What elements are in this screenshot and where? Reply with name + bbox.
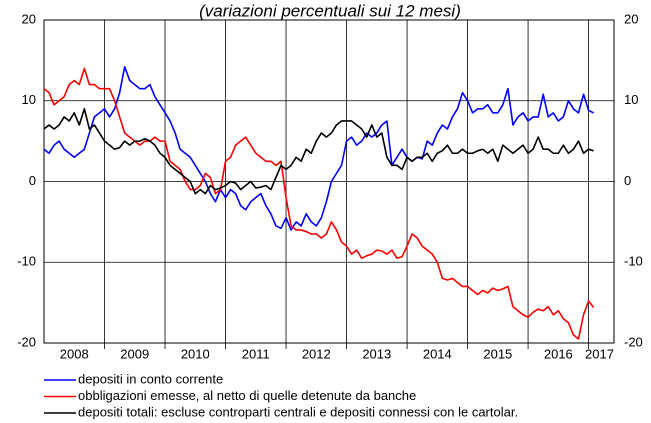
legend-label: obbligazioni emesse, al netto di quelle …	[78, 388, 416, 403]
x-tick-label: 2014	[423, 346, 452, 361]
legend-label: depositi in conto corrente	[78, 371, 223, 386]
x-tick-label: 2009	[120, 346, 149, 361]
y2-tick-label: 0	[624, 173, 631, 188]
series-line	[43, 66, 594, 231]
y-tick-label: -20	[17, 334, 36, 349]
y-tick-label: 20	[22, 11, 36, 26]
y-tick-label: 0	[29, 173, 36, 188]
x-tick-label: 2011	[242, 346, 270, 361]
y2-tick-label: -20	[624, 334, 643, 349]
x-tick-label: 2012	[302, 346, 331, 361]
x-tick-label: 2013	[362, 346, 391, 361]
x-tick-label: 2008	[60, 346, 89, 361]
x-tick-label: 2010	[181, 346, 210, 361]
series-line	[43, 108, 594, 195]
x-tick-label: 2015	[483, 346, 512, 361]
y2-tick-label: 10	[624, 92, 638, 107]
x-tick-label: 2016	[544, 346, 573, 361]
y2-tick-label: -10	[624, 254, 643, 269]
chart-title: (variazioni percentuali sui 12 mesi)	[199, 1, 461, 20]
y-tick-label: -10	[17, 254, 36, 269]
y-tick-label: 10	[22, 92, 36, 107]
y2-tick-label: 20	[624, 11, 638, 26]
legend-label: depositi totali: escluse controparti cen…	[78, 404, 518, 419]
x-tick-label: 2017	[585, 346, 614, 361]
